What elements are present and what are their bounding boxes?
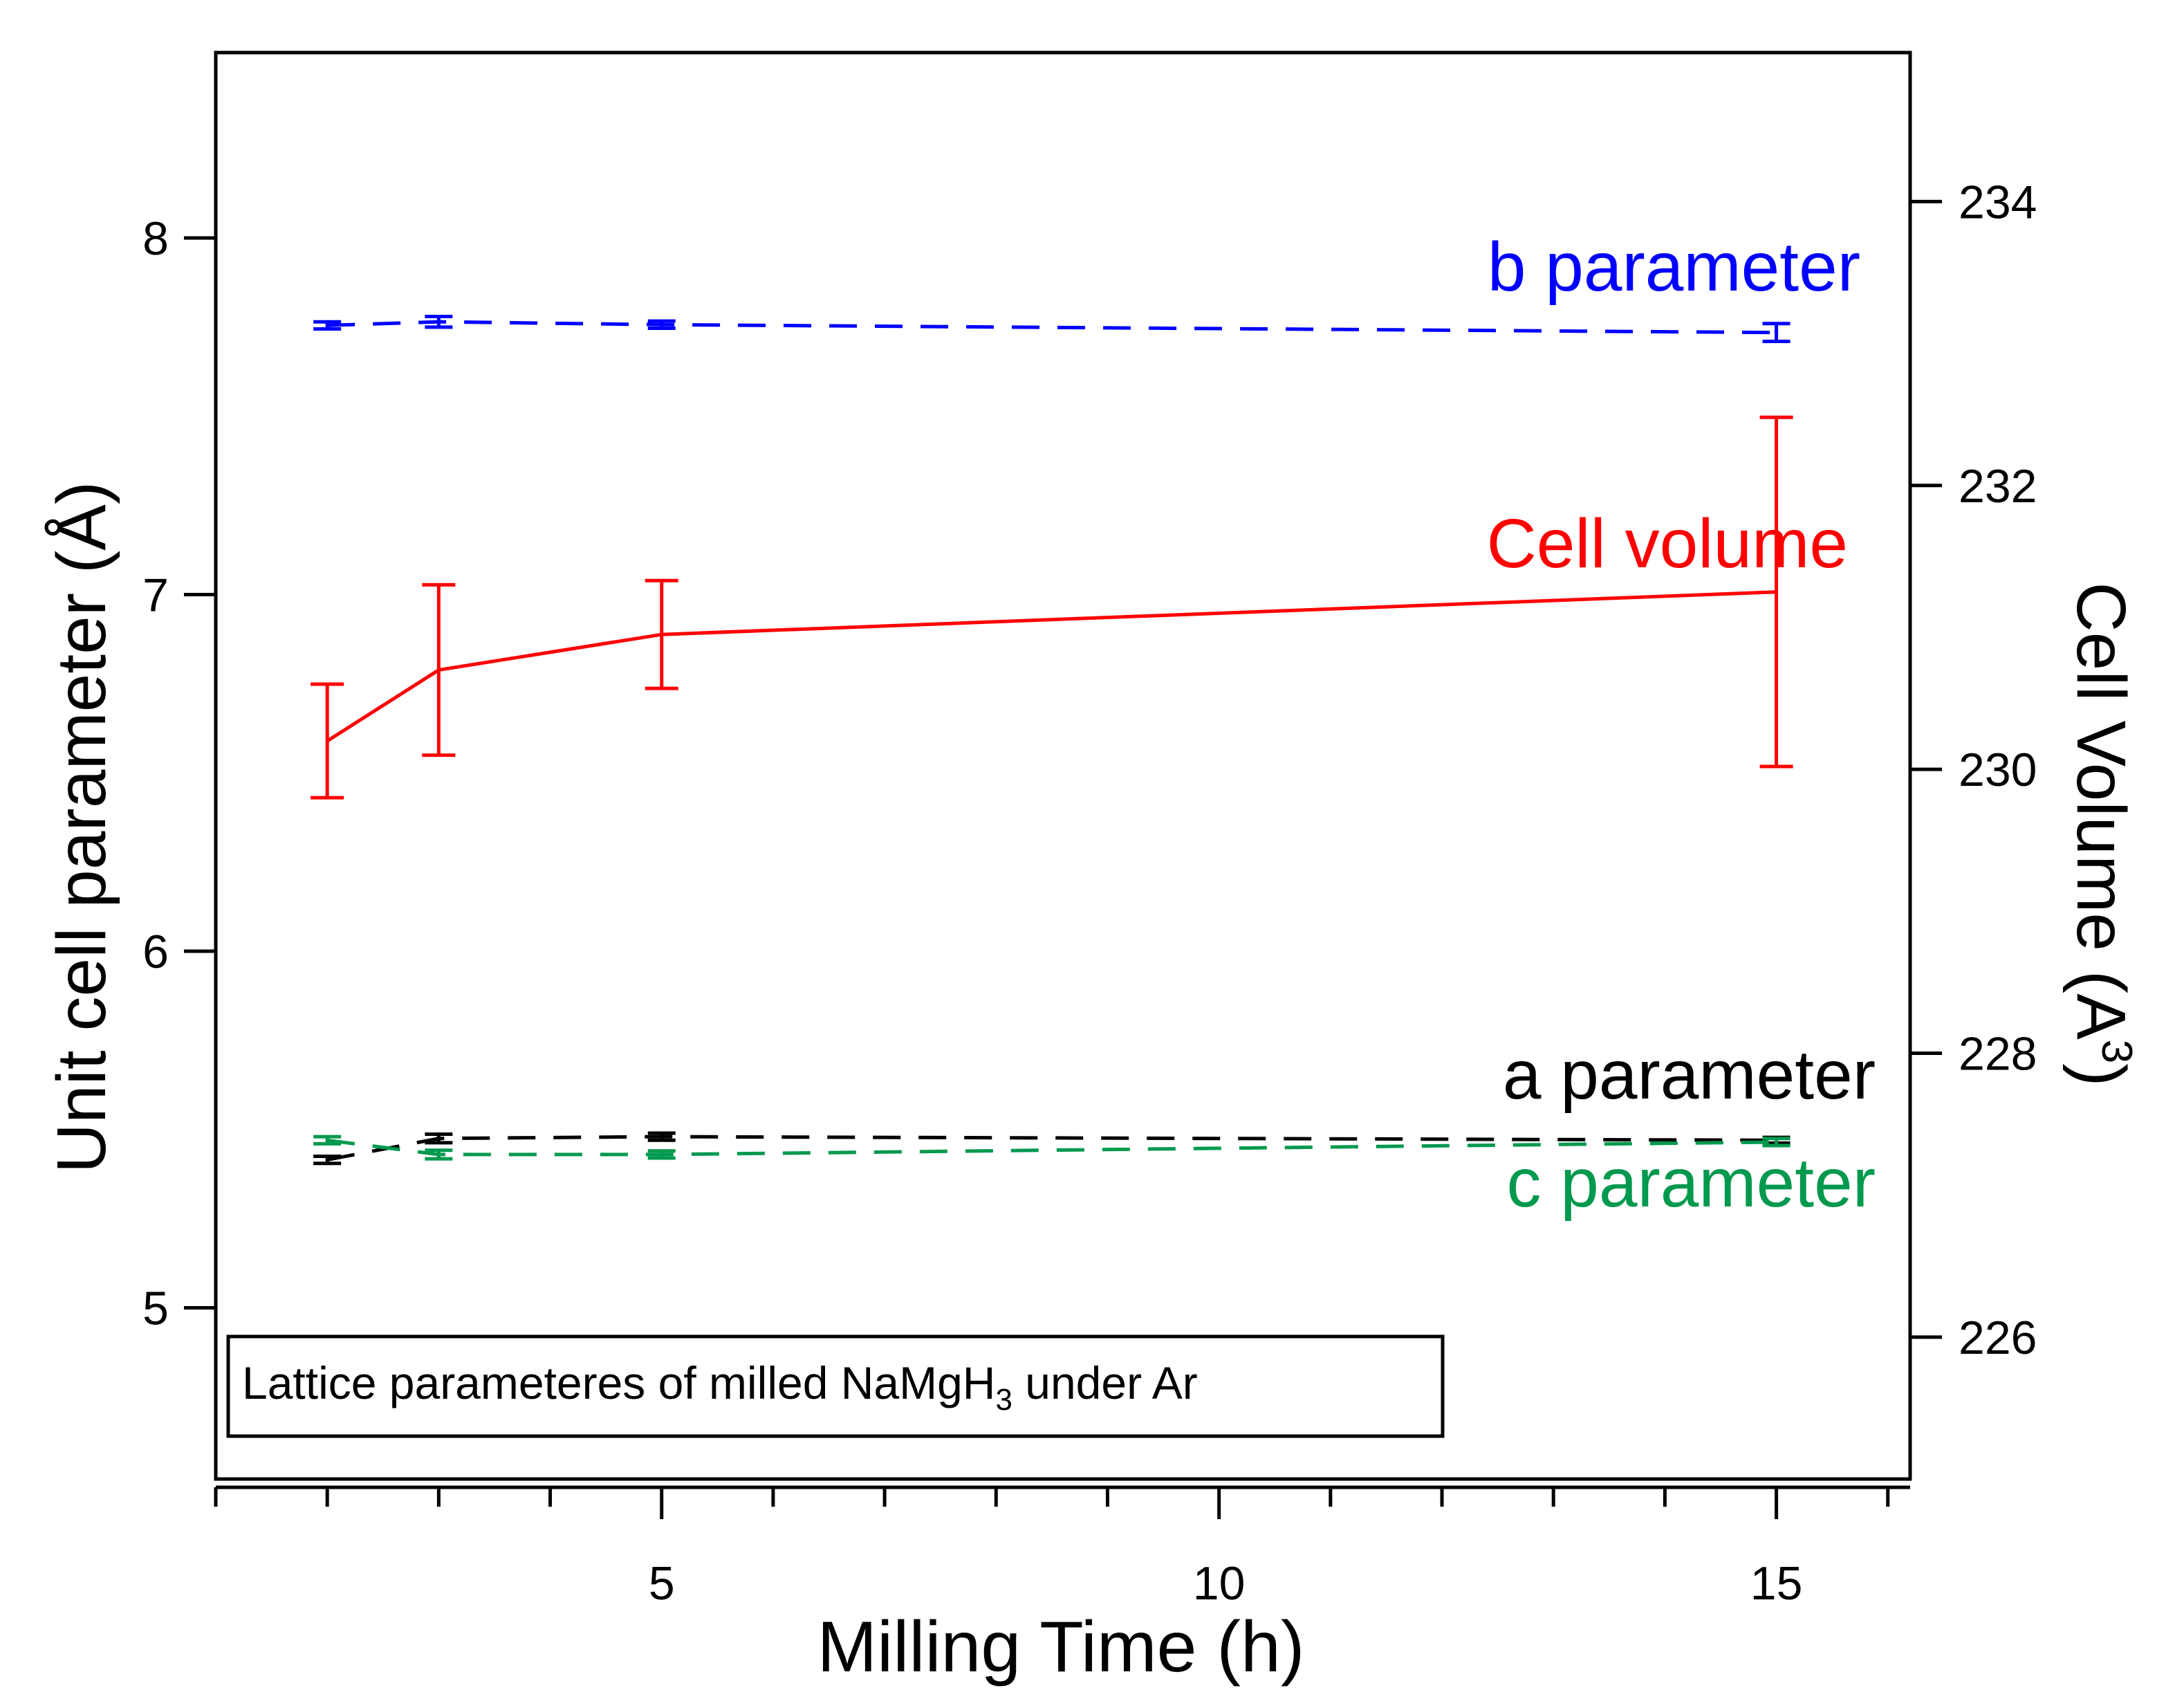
annotation-prefix: Lattice parameteres of milled NaMgH bbox=[242, 1357, 995, 1408]
annotation-suffix: under Ar bbox=[1012, 1357, 1198, 1408]
y-axis-right-title-main: Cell Volume (A bbox=[2062, 582, 2140, 1040]
y-left-tick-label: 8 bbox=[142, 212, 169, 265]
x-tick-label: 10 bbox=[1193, 1557, 1246, 1610]
series-label-a: a parameter bbox=[1503, 1036, 1876, 1114]
series-layer bbox=[311, 314, 1793, 1166]
y-axis-right-title: Cell Volume (A3) bbox=[2062, 582, 2140, 1086]
y-axis-right-title-end: ) bbox=[2062, 1063, 2140, 1086]
series-line-c-parameter bbox=[326, 1138, 1777, 1157]
series-label-c: c parameter bbox=[1506, 1144, 1876, 1222]
y-left-tick-label: 5 bbox=[142, 1283, 169, 1335]
plot-frame bbox=[214, 50, 1912, 1481]
y-axis-right-title-sup: 3 bbox=[2093, 1040, 2140, 1063]
y-right-tick-label: 232 bbox=[1959, 460, 2037, 513]
series-line-a-parameter bbox=[326, 1135, 1777, 1162]
series-label-b: b parameter bbox=[1488, 228, 1860, 306]
annotation-text: Lattice parameteres of milled NaMgH3 und… bbox=[242, 1357, 1198, 1417]
x-tick-label: 15 bbox=[1750, 1557, 1803, 1610]
annotation-subscript: 3 bbox=[995, 1383, 1012, 1417]
y-left-tick-label: 6 bbox=[142, 926, 169, 978]
y-right-tick-label: 228 bbox=[1959, 1027, 2037, 1080]
y-left-tick-label: 7 bbox=[142, 569, 169, 622]
series-line-b-parameter bbox=[327, 320, 1777, 335]
series-line-cell-volume bbox=[326, 590, 1777, 743]
x-axis-title: Milling Time (h) bbox=[817, 1607, 1305, 1687]
y-right-tick-label: 234 bbox=[1959, 176, 2037, 228]
y-right-tick-label: 230 bbox=[1959, 744, 2037, 796]
annotation-box bbox=[226, 1334, 1445, 1438]
y-right-tick-label: 226 bbox=[1959, 1312, 2037, 1364]
y-axis-left-title: Unit cell parameter (Å) bbox=[43, 481, 120, 1173]
x-tick-label: 5 bbox=[649, 1557, 675, 1610]
axes: 5 10 15 5 6 7 8 226 228 230 232 234 bbox=[142, 50, 2037, 1610]
series-label-cell-volume: Cell volume bbox=[1487, 505, 1848, 582]
